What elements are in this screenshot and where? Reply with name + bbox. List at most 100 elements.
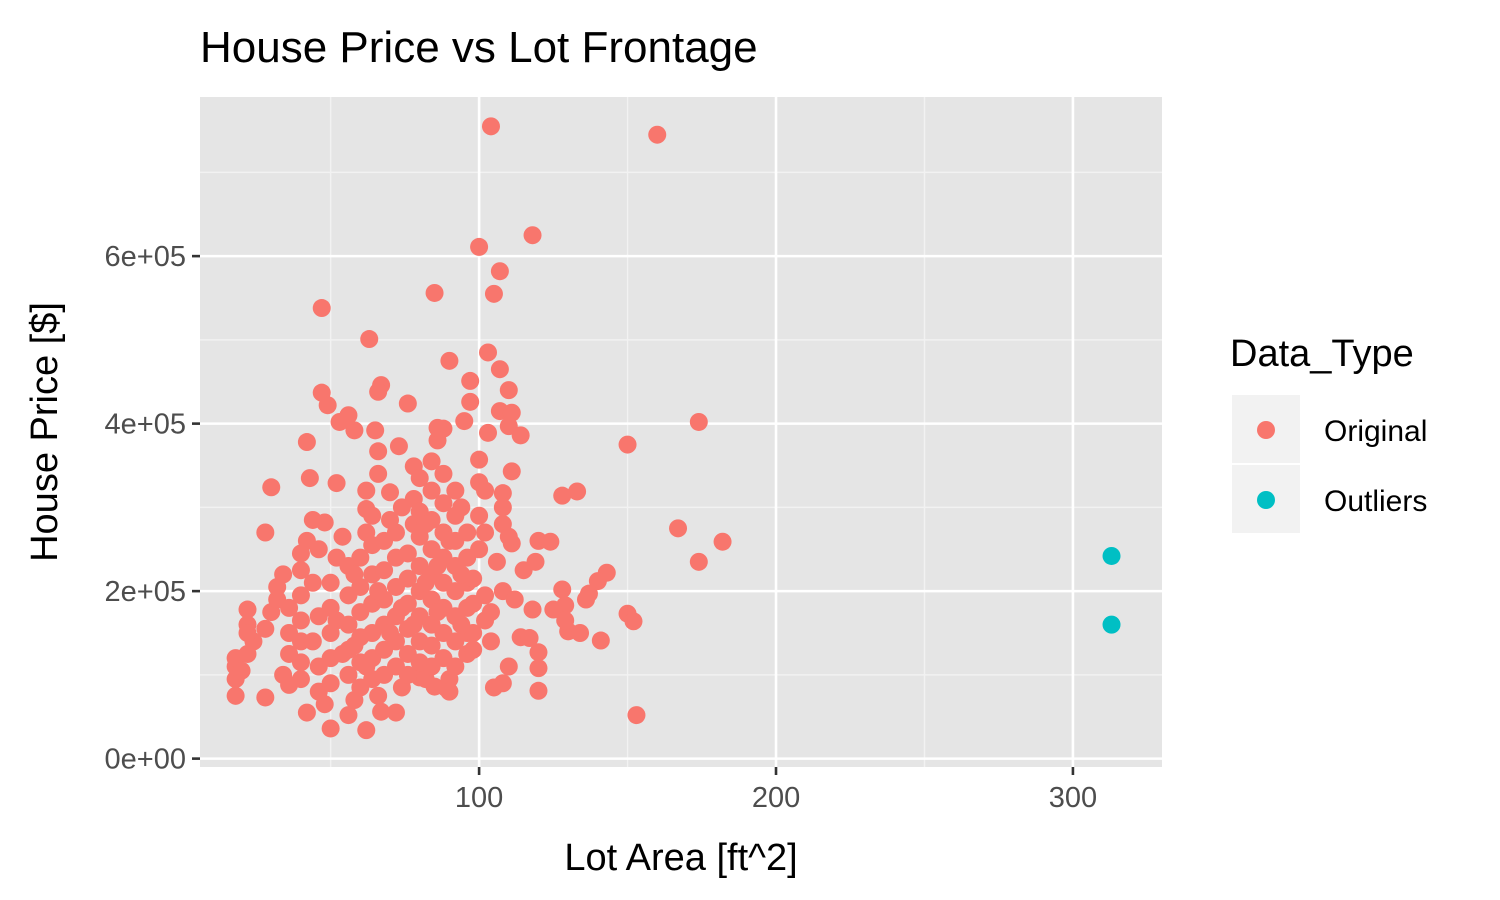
data-point — [318, 396, 337, 415]
data-point — [464, 640, 483, 659]
data-point — [484, 284, 503, 303]
data-point — [618, 435, 637, 454]
data-point — [280, 598, 299, 617]
data-point — [357, 481, 376, 500]
data-point — [345, 421, 364, 440]
data-point — [330, 412, 349, 431]
data-point — [499, 381, 518, 400]
data-point — [428, 557, 447, 575]
data-point — [333, 644, 352, 663]
data-point — [493, 498, 512, 517]
data-point — [556, 611, 575, 630]
data-point — [416, 573, 435, 592]
data-point — [410, 469, 429, 488]
x-tick-label: 300 — [1049, 782, 1097, 814]
data-point — [505, 590, 524, 609]
data-point — [357, 657, 376, 676]
data-point — [226, 686, 245, 705]
x-tick-label: 200 — [752, 782, 800, 814]
legend-item-original: Original — [1232, 395, 1427, 463]
data-point — [375, 561, 394, 580]
data-point — [591, 631, 610, 650]
legend-item-outliers: Outliers — [1232, 465, 1427, 533]
data-point — [389, 437, 408, 456]
data-point — [481, 117, 500, 136]
data-point — [470, 540, 489, 559]
data-point — [321, 719, 340, 738]
data-points — [226, 117, 1121, 740]
data-point — [624, 612, 643, 631]
data-point — [1102, 546, 1121, 565]
data-point — [333, 527, 352, 546]
data-point — [446, 481, 465, 500]
data-point — [360, 330, 379, 349]
data-point — [256, 688, 275, 707]
data-point — [369, 442, 388, 461]
data-point — [321, 674, 340, 693]
data-point — [291, 561, 310, 580]
data-point — [309, 540, 328, 559]
data-point — [398, 569, 417, 588]
data-point — [422, 452, 441, 471]
data-point — [428, 418, 447, 437]
y-tick-label: 4e+05 — [105, 409, 186, 441]
data-point — [262, 478, 281, 497]
data-point — [434, 494, 453, 513]
legend-marker — [1257, 491, 1275, 509]
data-point — [452, 498, 471, 517]
data-point — [428, 603, 447, 622]
data-point — [479, 343, 498, 362]
data-point — [291, 670, 310, 689]
data-point — [479, 423, 498, 442]
data-point — [481, 632, 500, 651]
data-point — [303, 510, 322, 529]
data-point — [502, 403, 521, 422]
data-point — [511, 426, 530, 445]
data-point — [339, 706, 358, 725]
y-axis: 0e+00 2e+05 4e+05 6e+05 — [105, 241, 200, 776]
data-point — [363, 506, 382, 525]
data-point — [520, 629, 539, 648]
series-original — [226, 117, 732, 740]
data-point — [529, 659, 548, 678]
data-point — [669, 519, 688, 538]
data-point — [369, 582, 388, 601]
data-point — [398, 665, 417, 684]
data-point — [452, 565, 471, 584]
legend: Data_Type Original Outliers — [1230, 333, 1427, 533]
data-point — [291, 586, 310, 605]
data-point — [339, 665, 358, 684]
data-point — [490, 360, 509, 379]
data-point — [434, 464, 453, 483]
data-point — [481, 603, 500, 622]
data-point — [386, 523, 405, 542]
data-point — [689, 552, 708, 571]
legend-marker — [1257, 421, 1275, 439]
data-point — [452, 615, 471, 634]
data-point — [366, 421, 385, 440]
data-point — [490, 262, 509, 281]
data-point — [357, 721, 376, 740]
y-tick-label: 0e+00 — [105, 744, 186, 776]
data-point — [461, 392, 480, 411]
data-point — [404, 615, 423, 634]
data-point — [351, 548, 370, 567]
data-point — [648, 125, 667, 144]
data-point — [627, 706, 646, 725]
data-point — [502, 462, 521, 481]
data-point — [588, 572, 607, 591]
data-point — [386, 703, 405, 722]
data-point — [327, 474, 346, 493]
x-axis-title: Lot Area [ft^2] — [564, 837, 797, 879]
data-point — [300, 469, 319, 488]
data-point — [523, 226, 542, 245]
y-tick-label: 6e+05 — [105, 241, 186, 273]
data-point — [461, 371, 480, 390]
data-point — [487, 552, 506, 571]
data-point — [713, 532, 732, 551]
data-point — [422, 481, 441, 500]
plot-panel — [200, 97, 1162, 767]
data-point — [544, 600, 563, 619]
data-point — [553, 486, 572, 505]
data-point — [571, 624, 590, 642]
